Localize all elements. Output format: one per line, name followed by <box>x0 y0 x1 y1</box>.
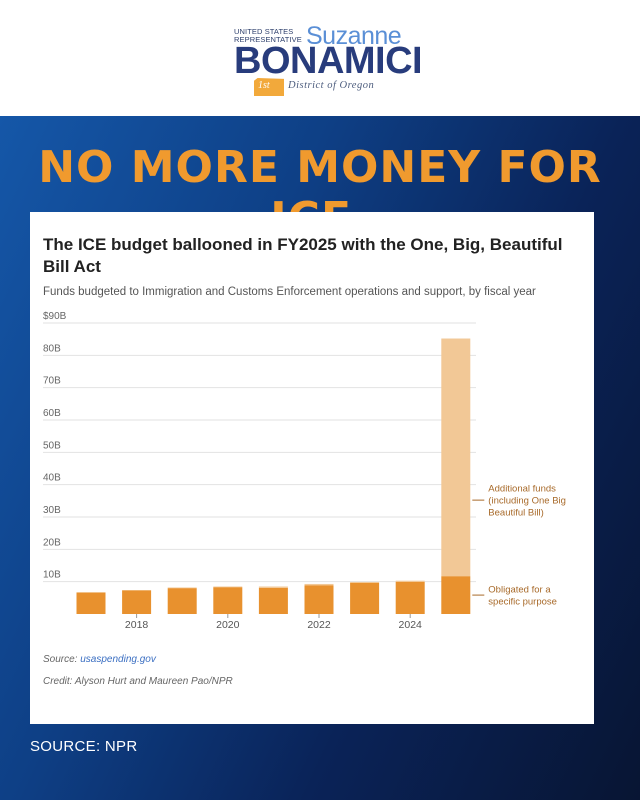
bar-obligated <box>258 587 288 614</box>
chart-card: The ICE budget ballooned in FY2025 with … <box>30 212 594 724</box>
y-tick-label: 40B <box>43 473 61 484</box>
bonamici-logo: United States Representative Suzanne BON… <box>234 22 423 98</box>
annotation-additional: (including One Big <box>488 496 566 507</box>
bar-additional <box>304 583 334 586</box>
y-tick-label: 20B <box>43 537 61 548</box>
y-tick-label: 60B <box>43 408 61 419</box>
chart-title: The ICE budget ballooned in FY2025 with … <box>43 235 563 276</box>
bar-additional <box>76 592 106 593</box>
logo-first-name: Suzanne <box>306 22 402 50</box>
oregon-state-icon <box>254 78 284 96</box>
bar-additional <box>213 586 243 588</box>
chart-source: Source: usaspending.gov <box>43 654 156 665</box>
bar-additional <box>395 580 425 582</box>
bar-additional <box>350 581 380 583</box>
bar-obligated <box>304 585 334 614</box>
x-tick-label: 2022 <box>307 619 331 631</box>
x-tick-label: 2020 <box>216 619 240 631</box>
bar-chart: 10B 20B 30B 40B 50B 60B 70B 80B $90B 2018 2020 2022… <box>43 311 566 631</box>
footer-source: SOURCE: NPR <box>30 738 138 755</box>
bar-additional <box>441 338 471 577</box>
logo-last-name: BONAMICI <box>234 40 423 82</box>
bar-obligated <box>441 576 471 614</box>
bar-obligated <box>76 592 106 614</box>
annotation-additional: Beautiful Bill) <box>488 508 543 519</box>
source-link[interactable]: usaspending.gov <box>80 654 156 665</box>
y-tick-label: 70B <box>43 376 61 387</box>
bar-obligated <box>167 588 197 614</box>
bar-obligated <box>350 582 380 614</box>
logo-district-number: 1st <box>258 80 270 91</box>
chart-credit: Credit: Alyson Hurt and Maureen Pao/NPR <box>43 676 233 687</box>
y-tick-label: 10B <box>43 570 61 581</box>
bar-obligated <box>395 581 425 614</box>
y-tick-label: 50B <box>43 440 61 451</box>
bar-additional <box>258 586 288 588</box>
bar-additional <box>167 587 197 589</box>
annotation-obligated: Obligated for a <box>488 585 551 596</box>
annotation-additional: Additional funds <box>488 484 556 495</box>
y-tick-label: 30B <box>43 505 61 516</box>
annotation-obligated: specific purpose <box>488 597 557 608</box>
bar-obligated <box>213 587 243 614</box>
x-tick-label: 2018 <box>125 619 149 631</box>
y-tick-label: $90B <box>43 311 67 322</box>
chart-subtitle: Funds budgeted to Immigration and Custom… <box>43 286 536 298</box>
logo-title-text: United States Representative <box>234 27 302 44</box>
header: United States Representative Suzanne BON… <box>0 0 640 116</box>
source-label: Source: <box>43 654 81 665</box>
bar-obligated <box>122 590 152 614</box>
logo-district-text: District of Oregon <box>288 80 375 91</box>
x-tick-label: 2024 <box>399 619 423 631</box>
y-tick-label: 80B <box>43 343 61 354</box>
